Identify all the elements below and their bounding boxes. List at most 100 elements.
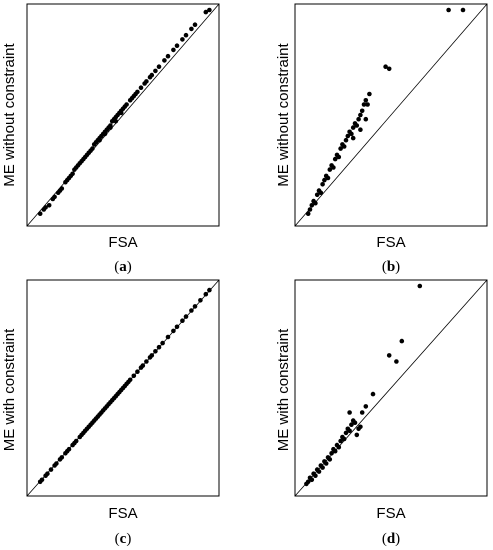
- data-point: [313, 200, 318, 206]
- data-point: [341, 436, 347, 442]
- data-point: [320, 465, 325, 470]
- data-point: [329, 451, 334, 456]
- points-a: [37, 7, 212, 216]
- data-point: [192, 304, 198, 309]
- data-point: [343, 137, 349, 143]
- data-point: [102, 131, 108, 137]
- plot-frame: [294, 3, 488, 227]
- data-point: [207, 287, 212, 293]
- data-point: [363, 98, 369, 103]
- x-axis-label: FSA: [108, 505, 137, 522]
- data-point: [336, 154, 342, 160]
- data-point: [354, 432, 360, 438]
- data-point: [149, 353, 155, 358]
- data-point: [203, 9, 209, 15]
- data-point: [460, 7, 466, 13]
- data-point: [153, 349, 158, 354]
- data-point: [162, 58, 167, 63]
- data-point: [183, 314, 189, 319]
- data-point: [386, 353, 392, 358]
- data-point: [316, 469, 322, 474]
- data-point: [349, 422, 354, 428]
- panel-c: FSA ME with constraint (c): [1, 279, 220, 547]
- data-point: [320, 182, 325, 187]
- data-point: [133, 91, 138, 97]
- data-point: [318, 190, 324, 195]
- data-point: [327, 167, 333, 172]
- data-point: [59, 455, 65, 460]
- data-point: [322, 177, 327, 183]
- data-point: [149, 72, 155, 78]
- data-point: [386, 66, 392, 72]
- data-point: [338, 146, 343, 151]
- data-point: [90, 146, 95, 151]
- data-point: [66, 446, 72, 452]
- data-point: [331, 165, 336, 170]
- data-point: [189, 308, 194, 313]
- data-point: [394, 359, 399, 364]
- data-point: [313, 473, 318, 479]
- data-point: [323, 461, 329, 466]
- data-point: [332, 156, 338, 162]
- data-point: [446, 7, 451, 13]
- points-b: [305, 7, 466, 216]
- data-point: [144, 79, 149, 84]
- data-point: [174, 43, 180, 48]
- panel-label: (b): [382, 259, 400, 275]
- data-point: [417, 283, 423, 289]
- data-point: [363, 404, 369, 409]
- data-point: [341, 144, 347, 149]
- data-point: [307, 207, 313, 212]
- data-point: [43, 205, 48, 210]
- data-point: [347, 410, 352, 415]
- data-point: [118, 110, 124, 116]
- data-point: [363, 116, 369, 122]
- data-point: [207, 7, 212, 13]
- x-axis-label: FSA: [376, 234, 405, 251]
- data-point: [180, 37, 185, 42]
- data-point: [124, 102, 129, 107]
- data-point: [358, 127, 363, 132]
- panel-a: FSA ME without constraint (a): [1, 3, 220, 275]
- plot-frame: [26, 279, 220, 497]
- data-point: [48, 467, 54, 472]
- data-point: [135, 369, 140, 375]
- data-point: [305, 479, 311, 485]
- data-point: [165, 53, 171, 59]
- data-point: [336, 444, 342, 450]
- data-point: [189, 26, 194, 32]
- identity-line: [26, 3, 220, 227]
- x-axis-label: FSA: [376, 505, 405, 522]
- data-point: [309, 203, 315, 208]
- data-point: [37, 211, 43, 216]
- data-point: [156, 64, 162, 69]
- data-point: [156, 344, 162, 350]
- data-point: [113, 119, 119, 124]
- data-point: [140, 363, 146, 368]
- data-point: [144, 359, 149, 364]
- data-point: [358, 112, 363, 118]
- data-point: [350, 125, 356, 130]
- x-axis-label: FSA: [108, 234, 137, 251]
- data-point: [45, 471, 50, 477]
- data-point: [171, 328, 176, 334]
- data-point: [354, 123, 360, 128]
- data-point: [325, 175, 331, 181]
- data-point: [359, 108, 365, 114]
- panel-label: (a): [114, 259, 132, 275]
- panel-d: FSA ME with constraint (d): [275, 279, 488, 547]
- identity-line: [294, 3, 488, 227]
- data-point: [305, 211, 311, 216]
- data-point: [129, 95, 135, 101]
- identity-line: [294, 279, 488, 497]
- panel-b: FSA ME without constraint (b): [275, 3, 488, 275]
- data-point: [180, 318, 185, 324]
- data-point: [198, 298, 203, 303]
- plot-frame: [294, 279, 488, 497]
- data-point: [327, 457, 333, 462]
- data-point: [138, 85, 144, 90]
- data-point: [192, 22, 198, 28]
- data-point: [349, 131, 354, 137]
- data-point: [365, 102, 370, 107]
- data-point: [309, 477, 315, 483]
